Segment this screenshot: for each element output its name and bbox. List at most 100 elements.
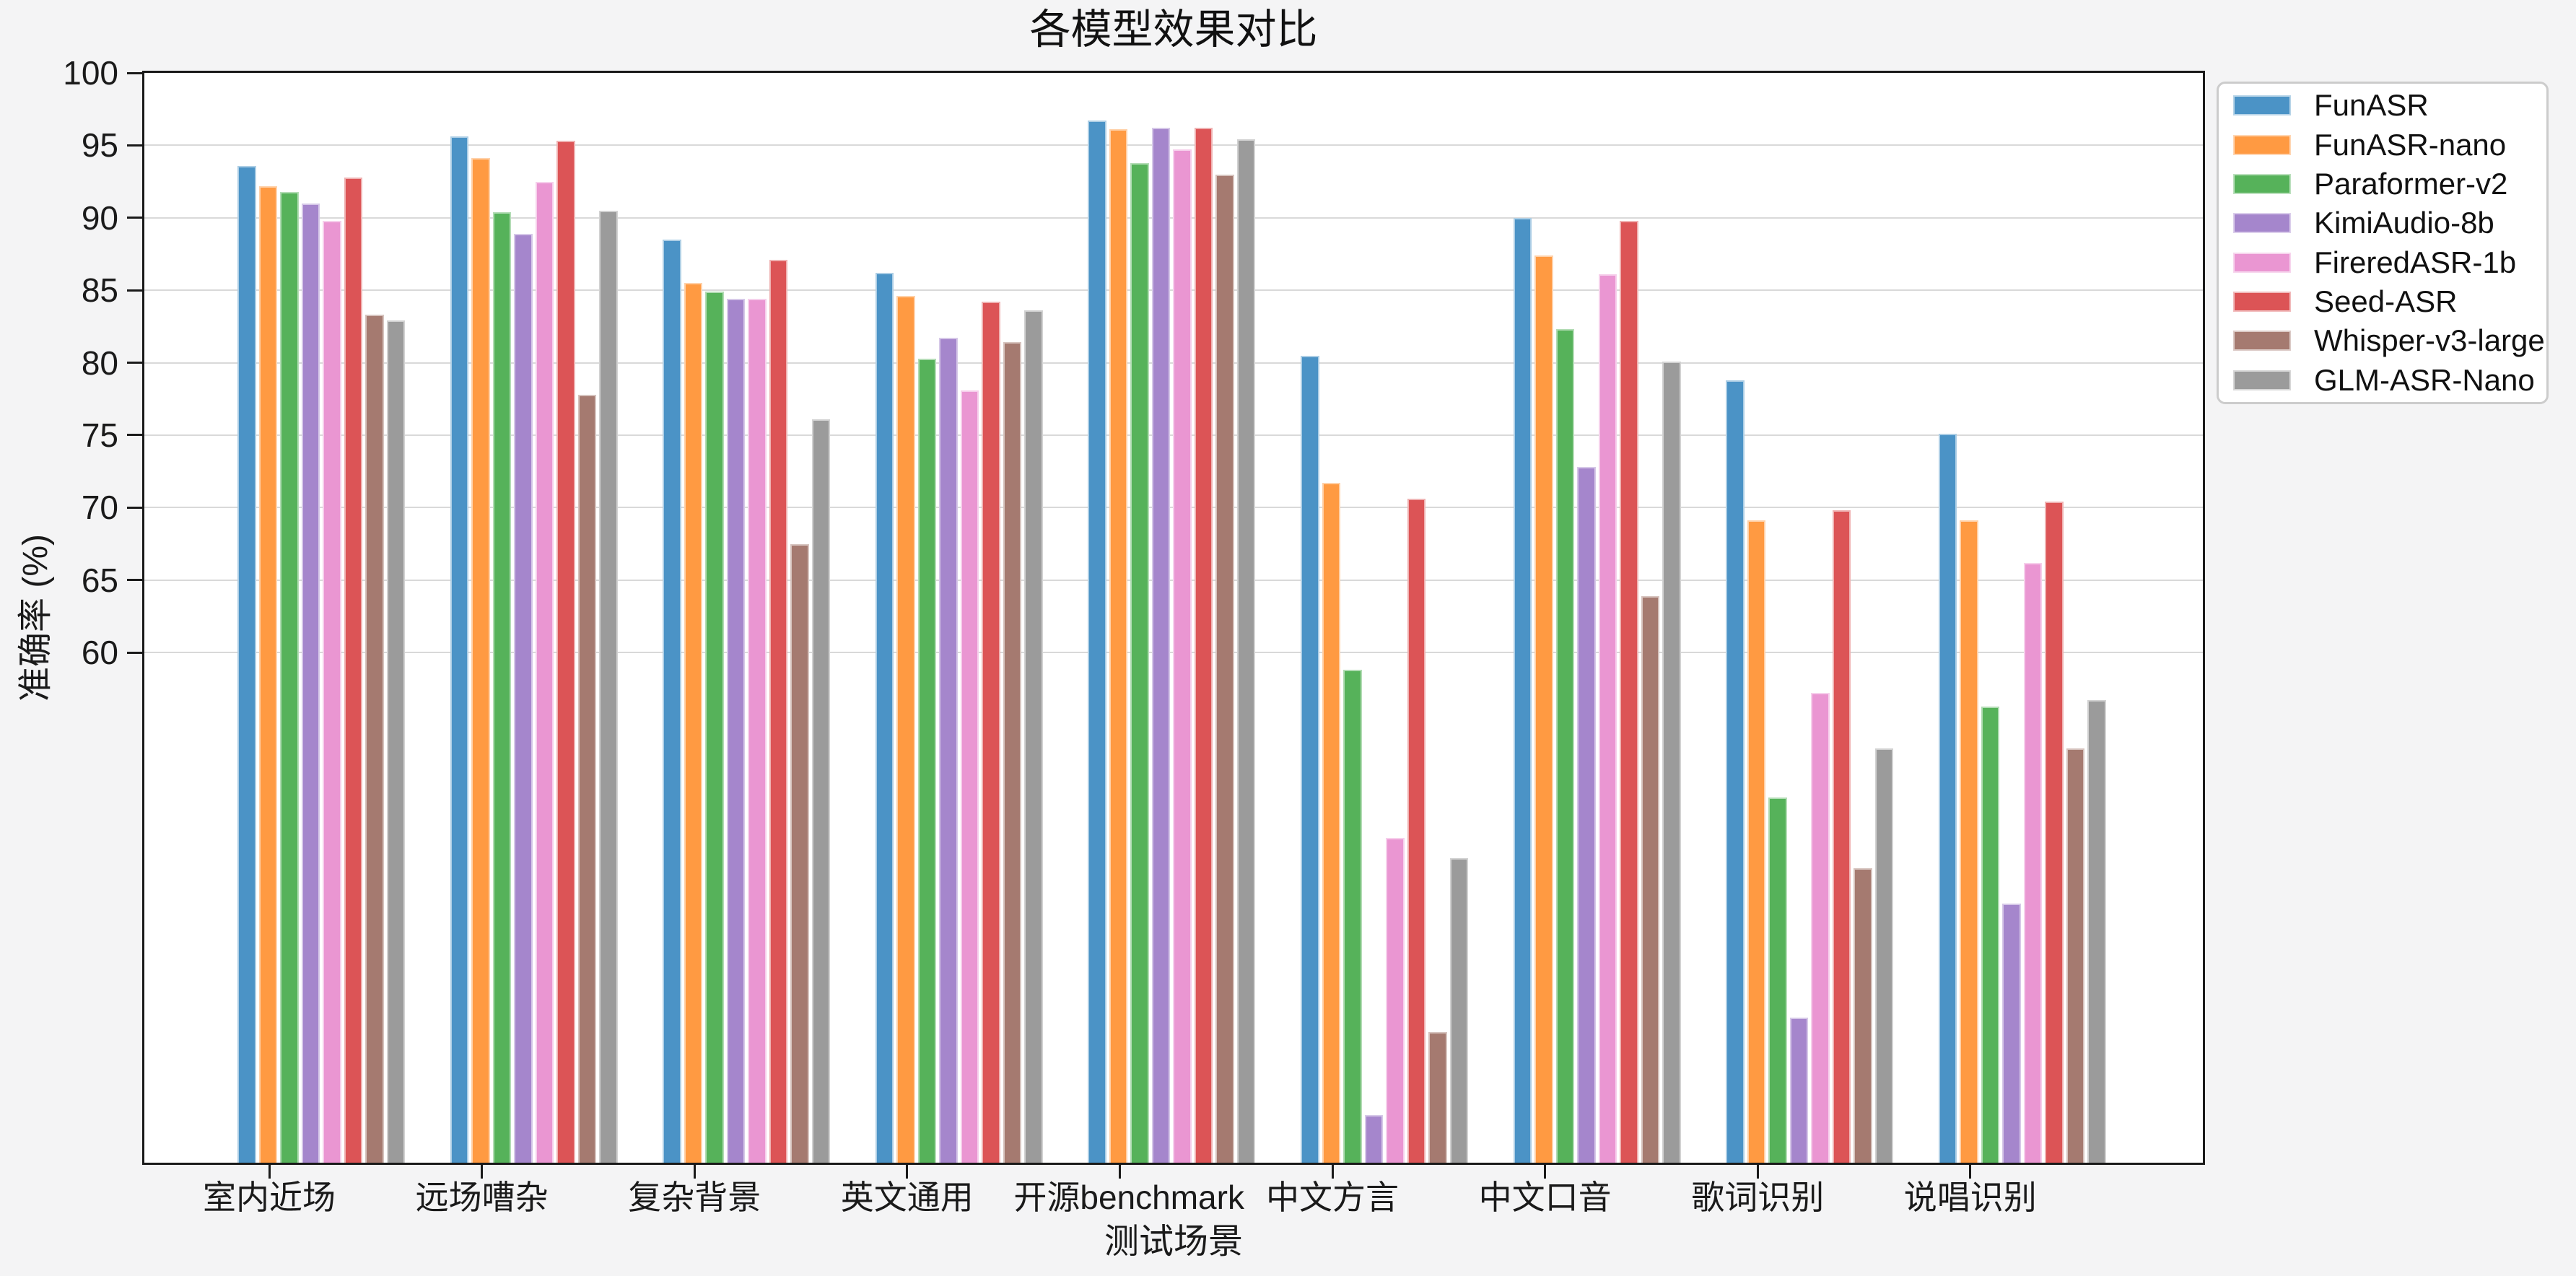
x-tick-label-1: 远场嘈杂 (415, 1179, 549, 1216)
bar-glm-asr-nano-c2 (811, 419, 831, 1163)
bar-paraformer-v2-c6 (1555, 329, 1575, 1163)
bar-kimiaudio-8b-c0 (301, 203, 320, 1163)
bar-whisper-v3-large-c4 (1215, 174, 1234, 1163)
bar-funasr-c8 (1938, 434, 1957, 1163)
legend-swatch-paraformer-v2 (2233, 173, 2291, 194)
bar-fireredasr-1b-c8 (2023, 562, 2043, 1163)
bar-seed-asr-c3 (982, 302, 1000, 1163)
bar-funasr-c7 (1726, 380, 1745, 1163)
bar-seed-asr-c6 (1620, 220, 1638, 1163)
legend-item-glm-asr-nano: GLM-ASR-Nano (2219, 363, 2546, 398)
bar-whisper-v3-large-c1 (577, 394, 597, 1163)
y-tick (127, 144, 143, 147)
bar-seed-asr-c8 (2045, 502, 2064, 1163)
legend-label: FireredASR-1b (2314, 245, 2517, 279)
y-tick-label: 75 (81, 416, 118, 454)
legend-swatch-fireredasr-1b (2233, 252, 2291, 273)
legend-swatch-glm-asr-nano (2233, 370, 2291, 390)
x-tick (268, 1164, 271, 1179)
bar-funasr-c6 (1513, 217, 1532, 1163)
bar-paraformer-v2-c5 (1343, 670, 1362, 1163)
bar-whisper-v3-large-c0 (365, 315, 384, 1163)
legend-swatch-kimiaudio-8b (2233, 213, 2291, 234)
y-tick-label: 95 (81, 126, 118, 165)
x-tick (906, 1164, 909, 1179)
bar-funasr-nano-c0 (258, 185, 277, 1163)
x-tick (1756, 1164, 1759, 1179)
bar-glm-asr-nano-c8 (2087, 700, 2106, 1163)
bar-funasr-c3 (875, 273, 894, 1163)
y-tick (127, 217, 143, 219)
legend-label: Paraformer-v2 (2314, 166, 2508, 201)
x-axis-label: 测试场景 (1104, 1223, 1243, 1261)
legend-item-funasr-nano: FunASR-nano (2219, 128, 2546, 162)
bar-fireredasr-1b-c0 (323, 220, 341, 1163)
bar-kimiaudio-8b-c6 (1577, 467, 1596, 1163)
bar-kimiaudio-8b-c4 (1151, 128, 1171, 1163)
y-tick (127, 71, 143, 74)
bar-funasr-nano-c7 (1747, 520, 1766, 1163)
x-tick-label-7: 歌词识别 (1691, 1179, 1825, 1216)
y-tick (127, 289, 143, 292)
bar-paraformer-v2-c7 (1768, 798, 1787, 1163)
y-tick (127, 506, 143, 509)
bar-funasr-nano-c8 (1960, 520, 1978, 1163)
bar-seed-asr-c0 (344, 177, 362, 1163)
bar-glm-asr-nano-c3 (1024, 310, 1043, 1163)
bar-fireredasr-1b-c4 (1173, 149, 1192, 1163)
y-axis-label: 准确率 (%) (17, 534, 55, 702)
legend-item-funasr: FunASR (2219, 88, 2546, 123)
y-tick (127, 651, 143, 654)
bar-funasr-c5 (1301, 355, 1319, 1163)
x-tick-label-8: 说唱识别 (1903, 1179, 2037, 1216)
plot-area (142, 71, 2205, 1165)
bar-fireredasr-1b-c7 (1811, 693, 1830, 1163)
legend-item-kimiaudio-8b: KimiAudio-8b (2219, 206, 2546, 240)
legend-swatch-funasr-nano (2233, 134, 2291, 155)
x-tick-label-0: 室内近场 (203, 1179, 336, 1216)
x-tick-label-4: 开源benchmark (1013, 1179, 1244, 1216)
bar-seed-asr-c4 (1194, 128, 1213, 1163)
legend-item-paraformer-v2: Paraformer-v2 (2219, 167, 2546, 201)
x-tick (693, 1164, 696, 1179)
bar-funasr-nano-c6 (1534, 255, 1553, 1163)
bar-funasr-nano-c4 (1109, 129, 1128, 1163)
x-tick (1331, 1164, 1334, 1179)
legend-swatch-seed-asr (2233, 291, 2291, 312)
bar-paraformer-v2-c2 (705, 292, 724, 1163)
legend: FunASR FunASR-nano Paraformer-v2 KimiAudio-… (2217, 82, 2549, 404)
legend-swatch-funasr (2233, 95, 2291, 116)
bar-glm-asr-nano-c7 (1874, 748, 1894, 1163)
bar-whisper-v3-large-c3 (1003, 342, 1022, 1163)
bar-whisper-v3-large-c8 (2066, 748, 2085, 1163)
x-tick (1544, 1164, 1547, 1179)
legend-label: Seed-ASR (2314, 284, 2458, 318)
x-tick-label-2: 复杂背景 (628, 1179, 761, 1216)
bar-whisper-v3-large-c7 (1854, 868, 1872, 1163)
y-tick-label: 60 (81, 634, 118, 672)
bar-seed-asr-c1 (556, 141, 575, 1163)
bar-funasr-nano-c3 (896, 296, 915, 1163)
bar-paraformer-v2-c3 (917, 358, 937, 1163)
legend-label: Whisper-v3-large (2314, 323, 2545, 358)
x-tick (1118, 1164, 1121, 1179)
bar-paraformer-v2-c0 (280, 191, 299, 1163)
bar-glm-asr-nano-c6 (1662, 361, 1681, 1163)
x-tick-label-3: 英文通用 (840, 1179, 974, 1216)
bar-fireredasr-1b-c5 (1386, 838, 1405, 1163)
y-tick-label: 65 (81, 561, 118, 599)
bar-funasr-c2 (663, 239, 681, 1163)
bar-fireredasr-1b-c1 (535, 181, 554, 1163)
bar-funasr-c0 (237, 165, 256, 1163)
bar-funasr-nano-c5 (1322, 483, 1340, 1163)
y-tick-label: 90 (81, 198, 118, 237)
y-tick (127, 579, 143, 582)
bar-kimiaudio-8b-c7 (1789, 1018, 1809, 1163)
y-tick (127, 434, 143, 437)
chart-title: 各模型效果对比 (1029, 6, 1318, 53)
bar-fireredasr-1b-c6 (1598, 274, 1617, 1163)
y-tick-label: 70 (81, 489, 118, 527)
bar-paraformer-v2-c1 (492, 211, 512, 1163)
bar-fireredasr-1b-c3 (960, 390, 979, 1163)
bar-kimiaudio-8b-c8 (2002, 903, 2021, 1163)
